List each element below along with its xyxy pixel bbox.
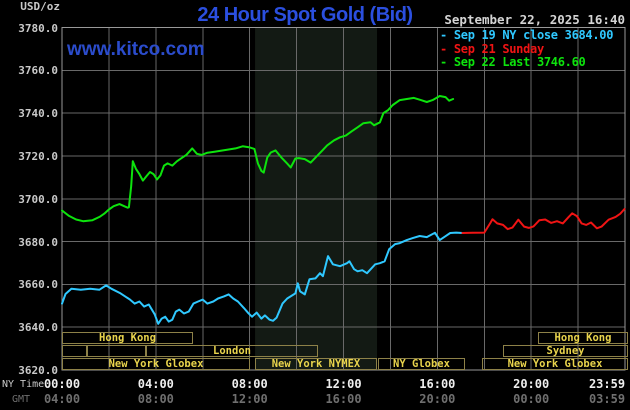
- price-line-sep-19-ny-close: [61, 231, 464, 325]
- x-axis-tick-ny: 04:00: [137, 377, 174, 391]
- x-axis-tick-gmt: 16:00: [325, 392, 362, 406]
- legend-item: - Sep 19 NY close 3684.00: [440, 28, 613, 42]
- session-box-new-york-nymex: New York NYMEX: [255, 358, 377, 370]
- session-box-hong-kong: Hong Kong: [538, 332, 628, 344]
- session-box-hong-kong: Hong Kong: [62, 332, 193, 344]
- gmt-axis-label: GMT: [12, 394, 31, 405]
- session-box-london: London: [146, 345, 318, 357]
- ny-time-axis-label: NY Time: [2, 379, 45, 390]
- price-line-sep-21-sunday: [461, 208, 626, 234]
- x-axis-tick-ny: 23:59: [588, 377, 626, 391]
- legend-item: - Sep 22 Last 3746.60: [440, 55, 586, 69]
- legend-dash-swatch: -: [440, 28, 454, 42]
- price-line-sep-22: [61, 95, 455, 223]
- x-axis-tick-gmt: 20:00: [419, 392, 456, 406]
- session-box-new-york-globex: New York Globex: [482, 358, 628, 370]
- y-axis-unit-label: USD/oz: [20, 0, 60, 13]
- y-axis-tick: 3720.0: [18, 149, 58, 163]
- x-axis-tick-ny: 20:00: [513, 377, 550, 391]
- page-title: 24 Hour Spot Gold (Bid): [197, 4, 413, 26]
- x-axis-tick-gmt: 00:00: [513, 392, 550, 406]
- y-axis-tick: 3740.0: [18, 107, 58, 121]
- legend-dash-swatch: -: [440, 55, 454, 69]
- legend-label: Sep 22 Last 3746.60: [453, 55, 586, 69]
- session-box-empty: [62, 345, 87, 357]
- y-axis-tick: 3780.0: [18, 21, 58, 35]
- x-axis-tick-ny: 12:00: [325, 377, 362, 391]
- x-axis-tick-gmt: 08:00: [137, 392, 174, 406]
- plot-border: [61, 27, 626, 371]
- session-box-sydney: Sydney: [503, 345, 628, 357]
- x-axis-tick-ny: 00:00: [43, 377, 81, 391]
- y-axis-tick: 3700.0: [18, 192, 58, 206]
- y-axis-tick: 3640.0: [18, 321, 58, 335]
- chart-datetime: September 22, 2025 16:40: [444, 12, 625, 27]
- session-box-ny-globex: NY Globex: [378, 358, 465, 370]
- legend-label: Sep 19 NY close 3684.00: [453, 28, 614, 42]
- kitco-watermark-link[interactable]: www.kitco.com: [67, 39, 205, 60]
- legend-item: - Sep 21 Sunday: [440, 42, 544, 56]
- session-box-new-york-globex: New York Globex: [62, 358, 250, 370]
- session-box-empty: [87, 345, 146, 357]
- y-axis-tick: 3620.0: [18, 364, 58, 377]
- legend-dash-swatch: -: [440, 41, 454, 56]
- x-axis-tick-ny: 16:00: [419, 377, 456, 391]
- y-axis-tick: 3660.0: [18, 278, 58, 292]
- x-axis-tick-ny: 08:00: [231, 377, 268, 391]
- x-axis-tick-gmt: 04:00: [43, 392, 81, 406]
- y-axis-tick: 3680.0: [18, 235, 58, 249]
- x-axis-tick-gmt: 03:59: [588, 392, 626, 406]
- y-axis-tick: 3760.0: [18, 64, 58, 78]
- legend-label: Sep 21 Sunday: [453, 41, 544, 56]
- x-axis-tick-gmt: 12:00: [231, 392, 268, 406]
